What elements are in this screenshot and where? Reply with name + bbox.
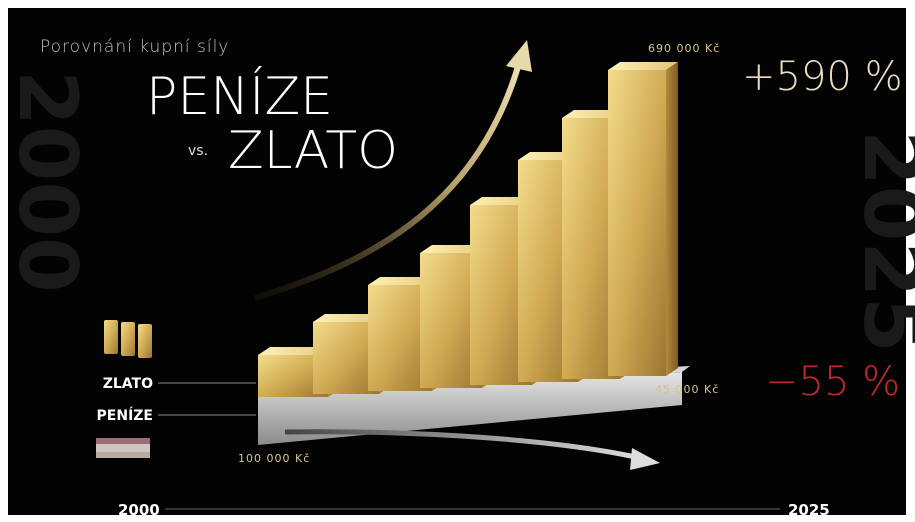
title-top: PENÍZE [146, 66, 333, 127]
gold-bar-face [368, 285, 432, 391]
gold-change: +590 % [742, 54, 903, 100]
gold-label: ZLATO [103, 376, 153, 392]
gold-bar-face [313, 322, 379, 394]
gold-icon [104, 320, 152, 358]
gold-end-value: 690 000 Kč [648, 42, 720, 55]
money-end-value: 45 000 Kč [655, 383, 719, 396]
background-year: 2000 [1, 70, 94, 293]
money-arrow [284, 429, 641, 461]
money-label: PENÍZE [97, 407, 153, 424]
gold-bar-face [420, 253, 482, 388]
money-start-value: 100 000 Kč [238, 452, 310, 465]
gold-bar-face [666, 62, 678, 376]
background-year: 2025 [846, 130, 915, 353]
gold-bar-face [562, 118, 620, 379]
gold-arrow [254, 59, 523, 301]
gold-arrow-head [506, 40, 532, 72]
gold-bars [258, 62, 678, 397]
timeline-start: 2000 [118, 501, 160, 519]
title-bottom: ZLATO [228, 121, 398, 181]
timeline-end: 2025 [788, 501, 830, 519]
versus: vs. [188, 143, 208, 159]
gold-bar-face [470, 205, 532, 385]
gold-bar-face [258, 355, 328, 397]
gold-bar-face [608, 70, 666, 376]
gold-bar-face [608, 62, 678, 70]
subtitle: Porovnání kupní síly [40, 37, 229, 57]
money-change: −55 % [765, 359, 900, 405]
money-arrow-head [630, 448, 660, 470]
money-icon [96, 438, 150, 458]
